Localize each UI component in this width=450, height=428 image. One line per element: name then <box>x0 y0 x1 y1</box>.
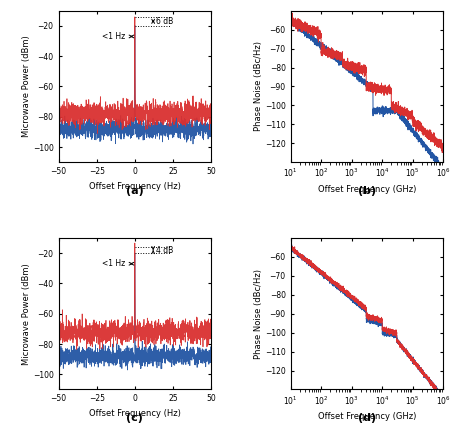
Text: 6 dB: 6 dB <box>156 17 173 26</box>
X-axis label: Offset Frequency (Hz): Offset Frequency (Hz) <box>89 181 181 190</box>
Y-axis label: Microwave Power (dBm): Microwave Power (dBm) <box>22 36 32 137</box>
Y-axis label: Phase Noise (dBc/Hz): Phase Noise (dBc/Hz) <box>254 269 263 359</box>
Text: (b): (b) <box>358 186 376 196</box>
Text: (c): (c) <box>126 413 143 423</box>
X-axis label: Offset Frequency (GHz): Offset Frequency (GHz) <box>318 412 416 421</box>
Text: (a): (a) <box>126 186 144 196</box>
X-axis label: Offset Frequency (Hz): Offset Frequency (Hz) <box>89 409 181 418</box>
Y-axis label: Phase Noise (dBc/Hz): Phase Noise (dBc/Hz) <box>254 42 263 131</box>
Text: <1 Hz: <1 Hz <box>102 259 125 268</box>
Y-axis label: Microwave Power (dBm): Microwave Power (dBm) <box>22 263 32 365</box>
Text: 4 dB: 4 dB <box>156 246 173 255</box>
X-axis label: Offset Frequency (GHz): Offset Frequency (GHz) <box>318 185 416 194</box>
Text: (d): (d) <box>358 413 376 423</box>
Text: <1 Hz: <1 Hz <box>102 32 125 41</box>
